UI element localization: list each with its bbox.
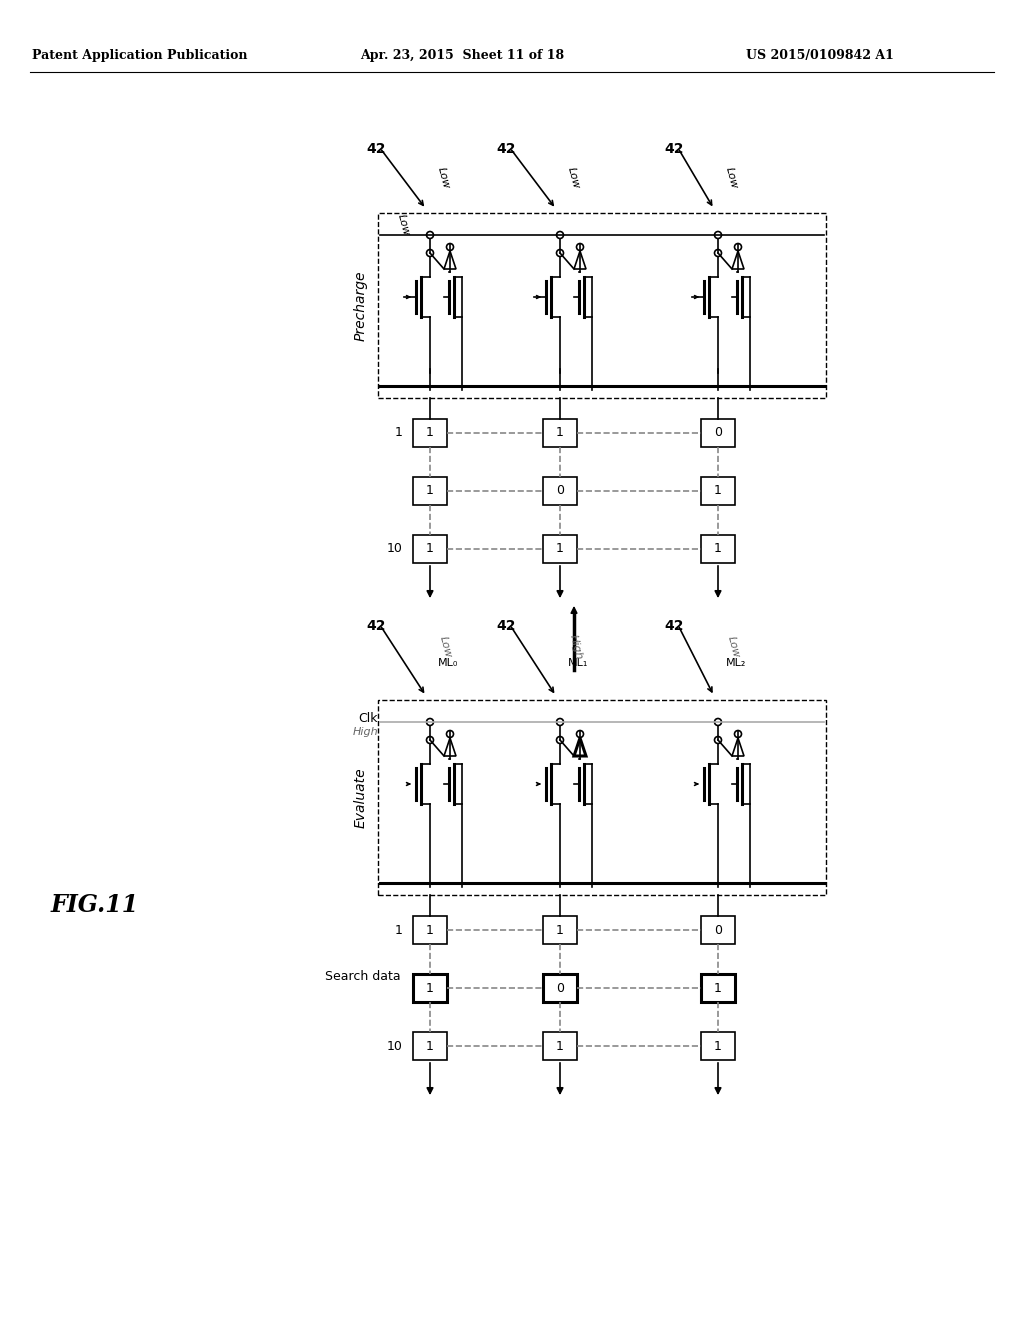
Circle shape (577, 730, 584, 738)
Text: 0: 0 (714, 924, 722, 936)
Text: 1: 1 (556, 426, 564, 440)
Bar (701, 1032, 735, 1060)
Text: 1: 1 (714, 484, 722, 498)
Bar (701, 974, 735, 1002)
Circle shape (715, 231, 722, 239)
Circle shape (556, 737, 563, 743)
Circle shape (715, 718, 722, 726)
Text: Low: Low (396, 213, 412, 238)
Text: 1: 1 (426, 543, 434, 556)
Bar (701, 916, 735, 944)
Text: Apr. 23, 2015  Sheet 11 of 18: Apr. 23, 2015 Sheet 11 of 18 (360, 49, 564, 62)
Bar (413, 916, 447, 944)
Text: 0: 0 (714, 426, 722, 440)
Text: 1: 1 (556, 924, 564, 936)
Bar (701, 477, 735, 506)
Text: 42: 42 (497, 143, 516, 156)
Text: Low: Low (566, 166, 582, 190)
Circle shape (427, 718, 433, 726)
Circle shape (556, 231, 563, 239)
Text: Low: Low (438, 635, 454, 659)
Text: 1: 1 (714, 982, 722, 994)
Text: Precharge: Precharge (354, 271, 368, 341)
Bar (378, 213, 826, 399)
Bar (413, 535, 447, 564)
Circle shape (446, 243, 454, 251)
Circle shape (734, 243, 741, 251)
Text: 1: 1 (426, 484, 434, 498)
Text: 1: 1 (426, 924, 434, 936)
Text: 10: 10 (387, 1040, 403, 1052)
Bar (543, 974, 577, 1002)
Text: 0: 0 (556, 484, 564, 498)
Text: High: High (352, 727, 378, 737)
Text: 42: 42 (497, 619, 516, 634)
Text: Low: Low (436, 166, 452, 190)
Bar (701, 535, 735, 564)
Text: 1: 1 (556, 1040, 564, 1052)
Text: Clk: Clk (358, 711, 378, 725)
Text: ML₁: ML₁ (568, 657, 589, 668)
Text: 1: 1 (714, 543, 722, 556)
Bar (701, 418, 735, 447)
Text: 1: 1 (556, 543, 564, 556)
Text: 42: 42 (367, 143, 386, 156)
Bar (413, 974, 447, 1002)
Bar (413, 477, 447, 506)
Circle shape (734, 730, 741, 738)
Circle shape (556, 249, 563, 256)
Text: US 2015/0109842 A1: US 2015/0109842 A1 (746, 49, 894, 62)
Text: 1: 1 (426, 426, 434, 440)
Bar (543, 1032, 577, 1060)
Text: 42: 42 (665, 619, 684, 634)
Text: Patent Application Publication: Patent Application Publication (32, 49, 248, 62)
Circle shape (427, 737, 433, 743)
Text: ML₀: ML₀ (438, 657, 459, 668)
Text: 1: 1 (426, 1040, 434, 1052)
Text: 0: 0 (556, 982, 564, 994)
Bar (413, 1032, 447, 1060)
Text: Low: Low (726, 635, 741, 659)
Text: ML₂: ML₂ (726, 657, 746, 668)
Text: FIG.11: FIG.11 (51, 894, 139, 917)
Bar (543, 418, 577, 447)
Text: 1: 1 (714, 1040, 722, 1052)
Circle shape (715, 737, 722, 743)
Bar (378, 700, 826, 895)
Text: 1: 1 (395, 924, 403, 936)
Bar (413, 418, 447, 447)
Text: 10: 10 (387, 543, 403, 556)
Text: High: High (568, 634, 585, 661)
Text: 42: 42 (665, 143, 684, 156)
Circle shape (446, 730, 454, 738)
Bar (543, 535, 577, 564)
Text: Evaluate: Evaluate (354, 767, 368, 828)
Bar (543, 477, 577, 506)
Text: 42: 42 (367, 619, 386, 634)
Circle shape (427, 231, 433, 239)
Circle shape (715, 249, 722, 256)
Circle shape (427, 249, 433, 256)
Bar (543, 916, 577, 944)
Circle shape (556, 718, 563, 726)
Text: 1: 1 (395, 426, 403, 440)
Text: 1: 1 (426, 982, 434, 994)
Text: Low: Low (724, 166, 739, 190)
Circle shape (577, 243, 584, 251)
Text: Search data: Search data (326, 969, 401, 982)
